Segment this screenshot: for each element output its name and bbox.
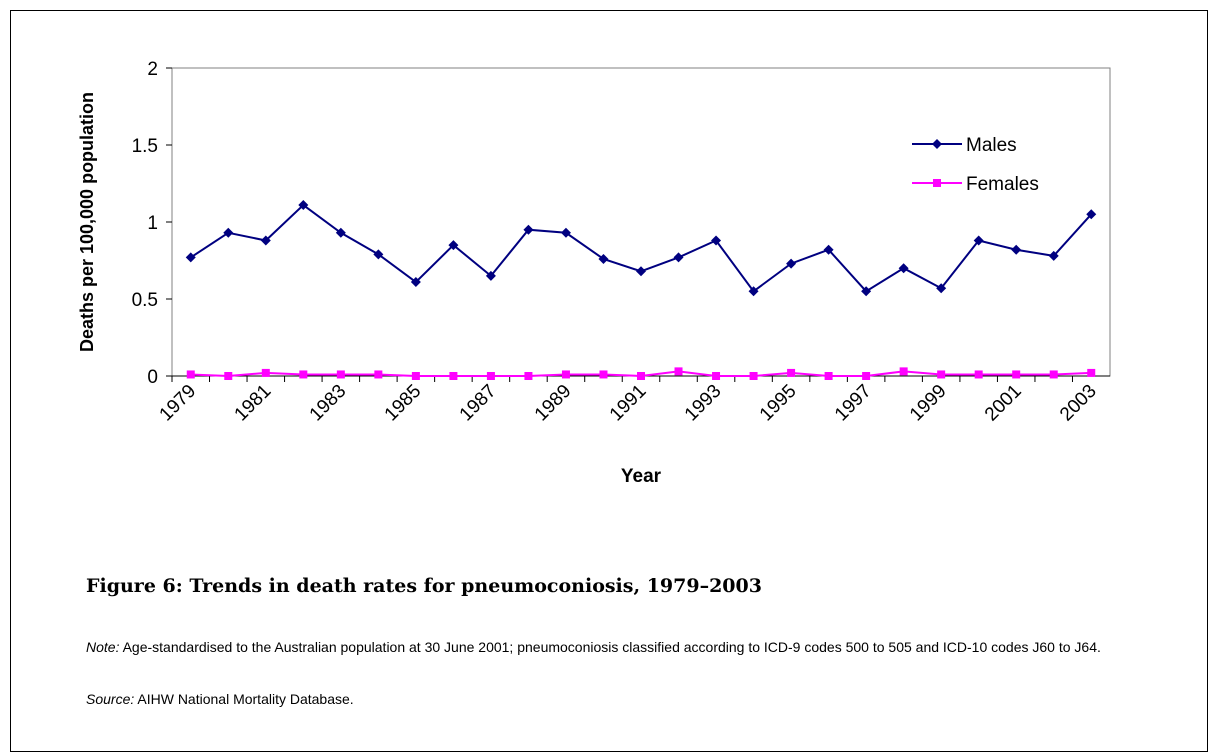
data-point [185, 252, 196, 263]
data-point [261, 368, 270, 377]
data-point [937, 370, 946, 379]
data-point [898, 263, 909, 274]
x-tick-label: 1999 [906, 381, 951, 426]
series-line [190, 203, 1092, 293]
source-label: Source: [86, 691, 135, 707]
x-tick-label: 1989 [531, 381, 576, 426]
data-point [973, 235, 984, 246]
data-point [485, 270, 496, 281]
data-point [636, 266, 646, 277]
data-point [599, 370, 608, 379]
data-point [824, 372, 833, 380]
data-point [711, 235, 722, 246]
data-point [524, 372, 533, 380]
data-point [186, 370, 195, 379]
y-axis-title: Deaths per 100,000 population [77, 92, 97, 352]
x-tick-label: 1983 [306, 381, 351, 426]
source-text: AIHW National Mortality Database. [137, 691, 354, 707]
data-point [1012, 370, 1021, 379]
data-point [224, 372, 233, 380]
page: Deaths per 100,000 population Year 0 0.5 1… [10, 10, 1208, 752]
data-point [411, 372, 420, 380]
data-point [336, 370, 345, 379]
legend-marker [933, 179, 941, 187]
data-point [223, 227, 234, 238]
data-point [749, 372, 758, 380]
data-point [1086, 209, 1097, 220]
note: Note: Age-standardised to the Australian… [86, 640, 1116, 655]
data-point [1048, 250, 1059, 261]
data-point [298, 200, 309, 211]
data-point [861, 286, 872, 297]
data-point [448, 240, 459, 251]
data-point [673, 252, 684, 263]
data-point [637, 372, 645, 380]
data-point [1087, 368, 1096, 377]
x-tick-label: 1997 [831, 381, 876, 426]
x-tick-label: 1995 [756, 381, 801, 426]
x-tick-label: 1991 [606, 381, 651, 426]
x-axis-title: Year [621, 466, 662, 487]
legend-marker [932, 139, 942, 149]
legend-label: Males [966, 135, 1017, 156]
data-point [1049, 370, 1058, 379]
data-point [260, 235, 271, 246]
note-label: Note: [86, 639, 120, 655]
y-tick-label: 0 [147, 367, 158, 388]
x-tick-label: 2003 [1056, 381, 1101, 426]
data-point [410, 277, 421, 288]
chart: Deaths per 100,000 population Year 0 0.5 1… [77, 59, 1111, 487]
data-point [899, 367, 908, 376]
source: Source: AIHW National Mortality Database… [86, 691, 1116, 707]
x-tick-label: 1987 [456, 381, 501, 426]
y-tick-label: 2 [147, 59, 158, 80]
data-point [823, 244, 834, 255]
legend-label: Females [966, 174, 1039, 195]
figure-caption: Figure 6: Trends in death rates for pneu… [86, 575, 762, 597]
x-tick-label: 1993 [681, 381, 726, 426]
x-tick-label: 2001 [981, 381, 1026, 426]
y-tick-label: 1 [147, 213, 158, 234]
y-tick-label: 0.5 [132, 290, 158, 311]
data-point [748, 286, 759, 297]
data-point [374, 370, 383, 379]
data-point [974, 370, 983, 379]
data-point [299, 370, 308, 379]
note-text: Age-standardised to the Australian popul… [122, 639, 1101, 655]
data-point [335, 227, 346, 238]
data-point [674, 367, 683, 376]
data-point [373, 249, 384, 260]
plot-area [171, 67, 1111, 377]
x-tick-label: 1981 [231, 381, 276, 426]
data-point [560, 227, 571, 238]
x-tick-label: 1985 [381, 381, 426, 426]
data-point [936, 283, 947, 294]
data-point [486, 372, 495, 380]
data-point [862, 372, 871, 380]
data-point [598, 253, 609, 264]
data-point [561, 370, 570, 379]
data-point [712, 372, 721, 380]
data-point [787, 368, 796, 377]
y-tick-label: 1.5 [132, 136, 158, 157]
data-point [1011, 244, 1022, 255]
data-point [523, 224, 534, 235]
x-tick-label: 1979 [156, 381, 201, 426]
data-point [786, 258, 797, 269]
data-point [449, 372, 458, 380]
